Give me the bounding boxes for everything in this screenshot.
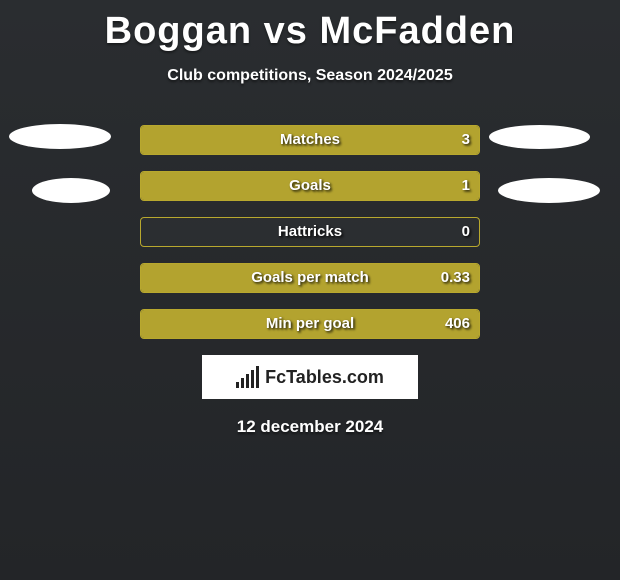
placeholder-ellipse: [32, 178, 110, 203]
placeholder-ellipse: [489, 125, 590, 149]
stat-row: Goals per match 0.33: [0, 263, 620, 293]
bar-track: [140, 125, 480, 155]
stat-row: Hattricks 0: [0, 217, 620, 247]
placeholder-ellipse: [498, 178, 600, 203]
logo-chart-icon: [236, 366, 259, 388]
subtitle: Club competitions, Season 2024/2025: [0, 67, 620, 85]
logo-box[interactable]: FcTables.com: [202, 355, 418, 399]
stat-row: Min per goal 406: [0, 309, 620, 339]
page-title: Boggan vs McFadden: [0, 0, 620, 53]
bar-fill: [141, 126, 479, 154]
stats-chart: Matches 3 Goals 1 Hattricks 0 Goals per …: [0, 125, 620, 339]
bar-track: [140, 217, 480, 247]
placeholder-ellipse: [9, 124, 111, 149]
logo-text: FcTables.com: [265, 367, 384, 388]
bar-fill: [141, 172, 479, 200]
date-text: 12 december 2024: [0, 417, 620, 437]
bar-track: [140, 263, 480, 293]
bar-fill: [141, 264, 479, 292]
bar-track: [140, 309, 480, 339]
bar-track: [140, 171, 480, 201]
bar-fill: [141, 310, 479, 338]
